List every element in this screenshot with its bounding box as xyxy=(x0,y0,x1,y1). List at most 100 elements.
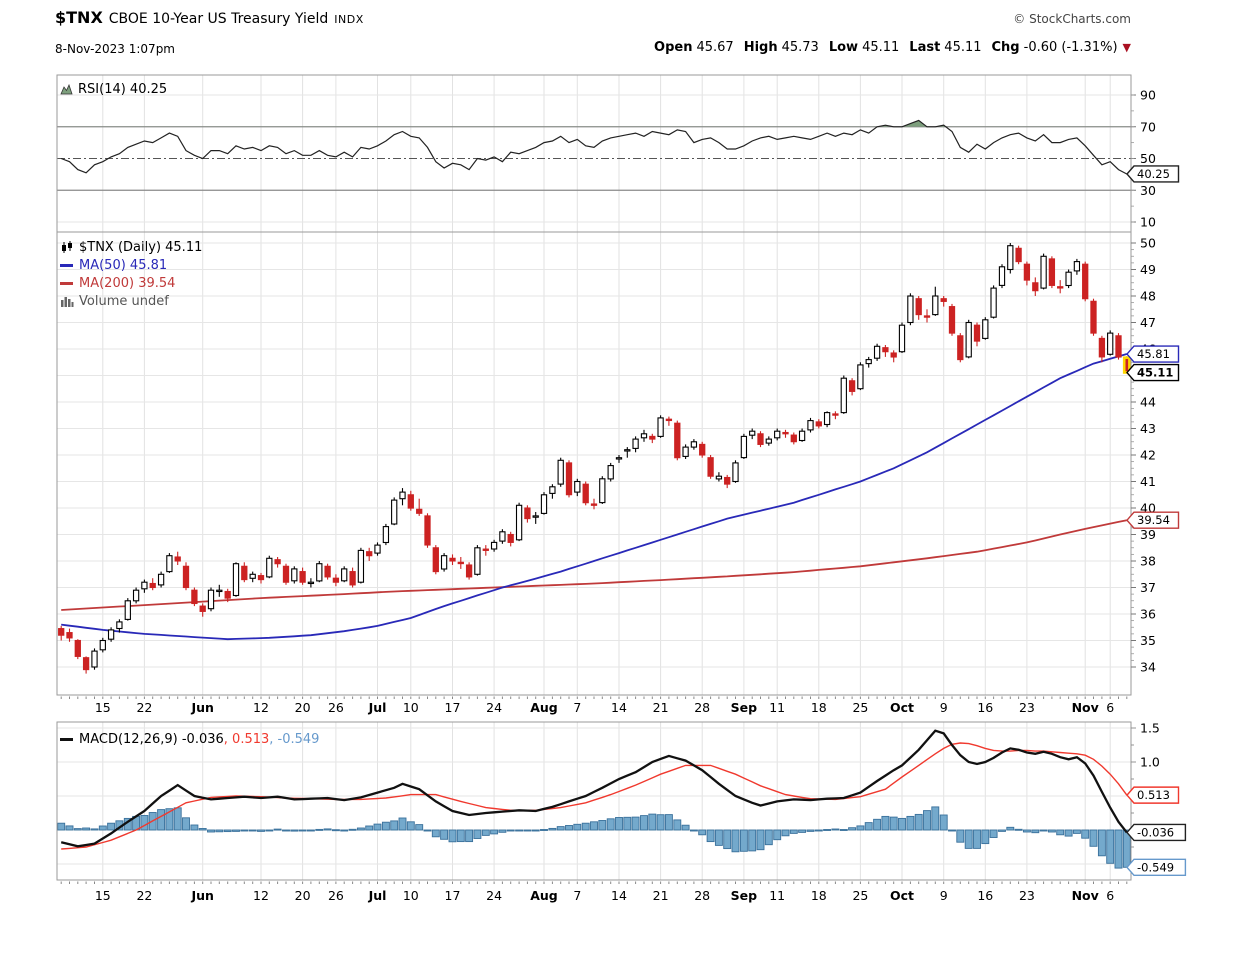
low-label: Low xyxy=(828,40,859,55)
svg-text:41: 41 xyxy=(1140,474,1156,489)
svg-text:18: 18 xyxy=(811,700,827,715)
svg-text:7: 7 xyxy=(573,888,581,903)
svg-text:15: 15 xyxy=(95,888,111,903)
svg-text:90: 90 xyxy=(1140,88,1156,103)
price-legend: $TNX (Daily) 45.11 MA(50) 45.81 MA(200) … xyxy=(60,238,202,310)
svg-text:28: 28 xyxy=(694,700,710,715)
last-value: 45.11 xyxy=(944,40,982,55)
macd-legend-label: MACD(12,26,9) -0.036 xyxy=(79,731,224,747)
macd-signal-value: , 0.513 xyxy=(223,731,270,747)
svg-text:10: 10 xyxy=(1140,215,1156,230)
svg-text:17: 17 xyxy=(445,700,461,715)
chg-label: Chg xyxy=(991,40,1020,55)
svg-text:30: 30 xyxy=(1140,183,1156,198)
svg-text:Jun: Jun xyxy=(190,888,213,903)
macd-main-line xyxy=(60,729,1128,848)
svg-text:18: 18 xyxy=(811,888,827,903)
macd-hist-value: , -0.549 xyxy=(269,731,320,747)
svg-text:0.513: 0.513 xyxy=(1137,788,1170,802)
ma200-line-icon xyxy=(60,281,74,286)
svg-text:10: 10 xyxy=(403,700,419,715)
svg-text:Sep: Sep xyxy=(731,700,757,715)
macd-panel: 1.5 1.0 15 22 Jun 12 20 26 Jul 10 17 24 Aug 7 14 21 28 Se… xyxy=(56,721,1160,903)
macd-line-icon xyxy=(60,737,74,742)
svg-text:22: 22 xyxy=(136,888,152,903)
svg-text:17: 17 xyxy=(445,888,461,903)
low-value: 45.11 xyxy=(862,40,900,55)
symbol-ticker: $TNX xyxy=(55,8,103,27)
copyright-notice: © StockCharts.com xyxy=(1013,12,1131,26)
svg-text:12: 12 xyxy=(253,700,269,715)
rsi-line xyxy=(60,119,1128,175)
svg-text:-0.036: -0.036 xyxy=(1137,825,1174,839)
candlesticks xyxy=(58,243,1131,674)
svg-text:42: 42 xyxy=(1140,448,1156,463)
axis-callout: 39.54 xyxy=(1126,511,1180,529)
svg-text:22: 22 xyxy=(136,700,152,715)
svg-text:28: 28 xyxy=(694,888,710,903)
chart-header: $TNX CBOE 10-Year US Treasury Yield INDX xyxy=(55,8,364,27)
svg-text:1.5: 1.5 xyxy=(1140,721,1160,736)
svg-text:7: 7 xyxy=(573,700,581,715)
svg-text:6: 6 xyxy=(1106,888,1114,903)
svg-text:45.81: 45.81 xyxy=(1137,347,1170,361)
high-label: High xyxy=(743,40,778,55)
svg-text:Aug: Aug xyxy=(530,700,558,715)
open-value: 45.67 xyxy=(696,40,734,55)
svg-text:Nov: Nov xyxy=(1072,888,1099,903)
svg-text:15: 15 xyxy=(95,700,111,715)
svg-text:39: 39 xyxy=(1140,527,1156,542)
svg-text:12: 12 xyxy=(253,888,269,903)
rsi-legend-label: RSI(14) 40.25 xyxy=(78,81,168,97)
svg-text:11: 11 xyxy=(769,700,785,715)
svg-text:38: 38 xyxy=(1140,554,1156,569)
open-label: Open xyxy=(654,40,693,55)
ma200-legend-label: MA(200) 39.54 xyxy=(79,275,176,291)
axis-callout: -0.549 xyxy=(1126,858,1187,877)
svg-text:37: 37 xyxy=(1140,580,1156,595)
axis-callout: 0.513 xyxy=(1126,786,1180,804)
last-label: Last xyxy=(909,40,941,55)
svg-text:49: 49 xyxy=(1140,262,1156,277)
price-legend-label: $TNX (Daily) 45.11 xyxy=(79,239,203,255)
rsi-overbought-fill xyxy=(61,120,1127,127)
svg-text:Oct: Oct xyxy=(890,888,914,903)
svg-text:Aug: Aug xyxy=(530,888,558,903)
quote-summary: Open 45.67 High 45.73 Low 45.11 Last 45.11 Chg -0… xyxy=(654,40,1131,55)
svg-text:14: 14 xyxy=(611,700,627,715)
svg-text:25: 25 xyxy=(852,888,868,903)
rsi-indicator-icon xyxy=(60,83,73,95)
svg-text:Nov: Nov xyxy=(1072,700,1099,715)
ma50-legend-label: MA(50) 45.81 xyxy=(79,257,168,273)
svg-text:23: 23 xyxy=(1019,888,1035,903)
svg-text:43: 43 xyxy=(1140,421,1156,436)
ma50-line-icon xyxy=(60,263,74,268)
chg-down-arrow-icon: ▼ xyxy=(1122,41,1131,54)
chart-datetime: 8-Nov-2023 1:07pm xyxy=(55,42,175,56)
svg-text:Jun: Jun xyxy=(190,700,213,715)
svg-text:44: 44 xyxy=(1140,395,1156,410)
svg-text:26: 26 xyxy=(328,700,344,715)
axis-callout: 45.81 xyxy=(1126,345,1180,363)
svg-text:70: 70 xyxy=(1140,119,1156,134)
ma50-line xyxy=(61,353,1128,641)
volume-bars-icon xyxy=(60,295,74,307)
price-panel: 50494847464544434241403938373635341522Ju… xyxy=(56,231,1156,715)
macd-histogram xyxy=(57,806,1131,869)
svg-text:24: 24 xyxy=(486,700,502,715)
svg-text:16: 16 xyxy=(977,888,993,903)
svg-text:Sep: Sep xyxy=(731,888,757,903)
svg-text:50: 50 xyxy=(1140,236,1156,251)
chg-value: -0.60 (-1.31%) xyxy=(1023,40,1118,55)
svg-text:-0.549: -0.549 xyxy=(1137,860,1174,874)
svg-text:Jul: Jul xyxy=(368,700,387,715)
svg-text:36: 36 xyxy=(1140,607,1156,622)
svg-text:16: 16 xyxy=(977,700,993,715)
candlestick-icon xyxy=(60,240,74,254)
svg-text:39.54: 39.54 xyxy=(1137,513,1170,527)
rsi-panel: 90 70 50 30 10 xyxy=(56,74,1156,233)
axis-callout: 45.11 xyxy=(1126,363,1180,382)
svg-text:9: 9 xyxy=(940,888,948,903)
axis-callout: 40.25 xyxy=(1126,165,1180,183)
